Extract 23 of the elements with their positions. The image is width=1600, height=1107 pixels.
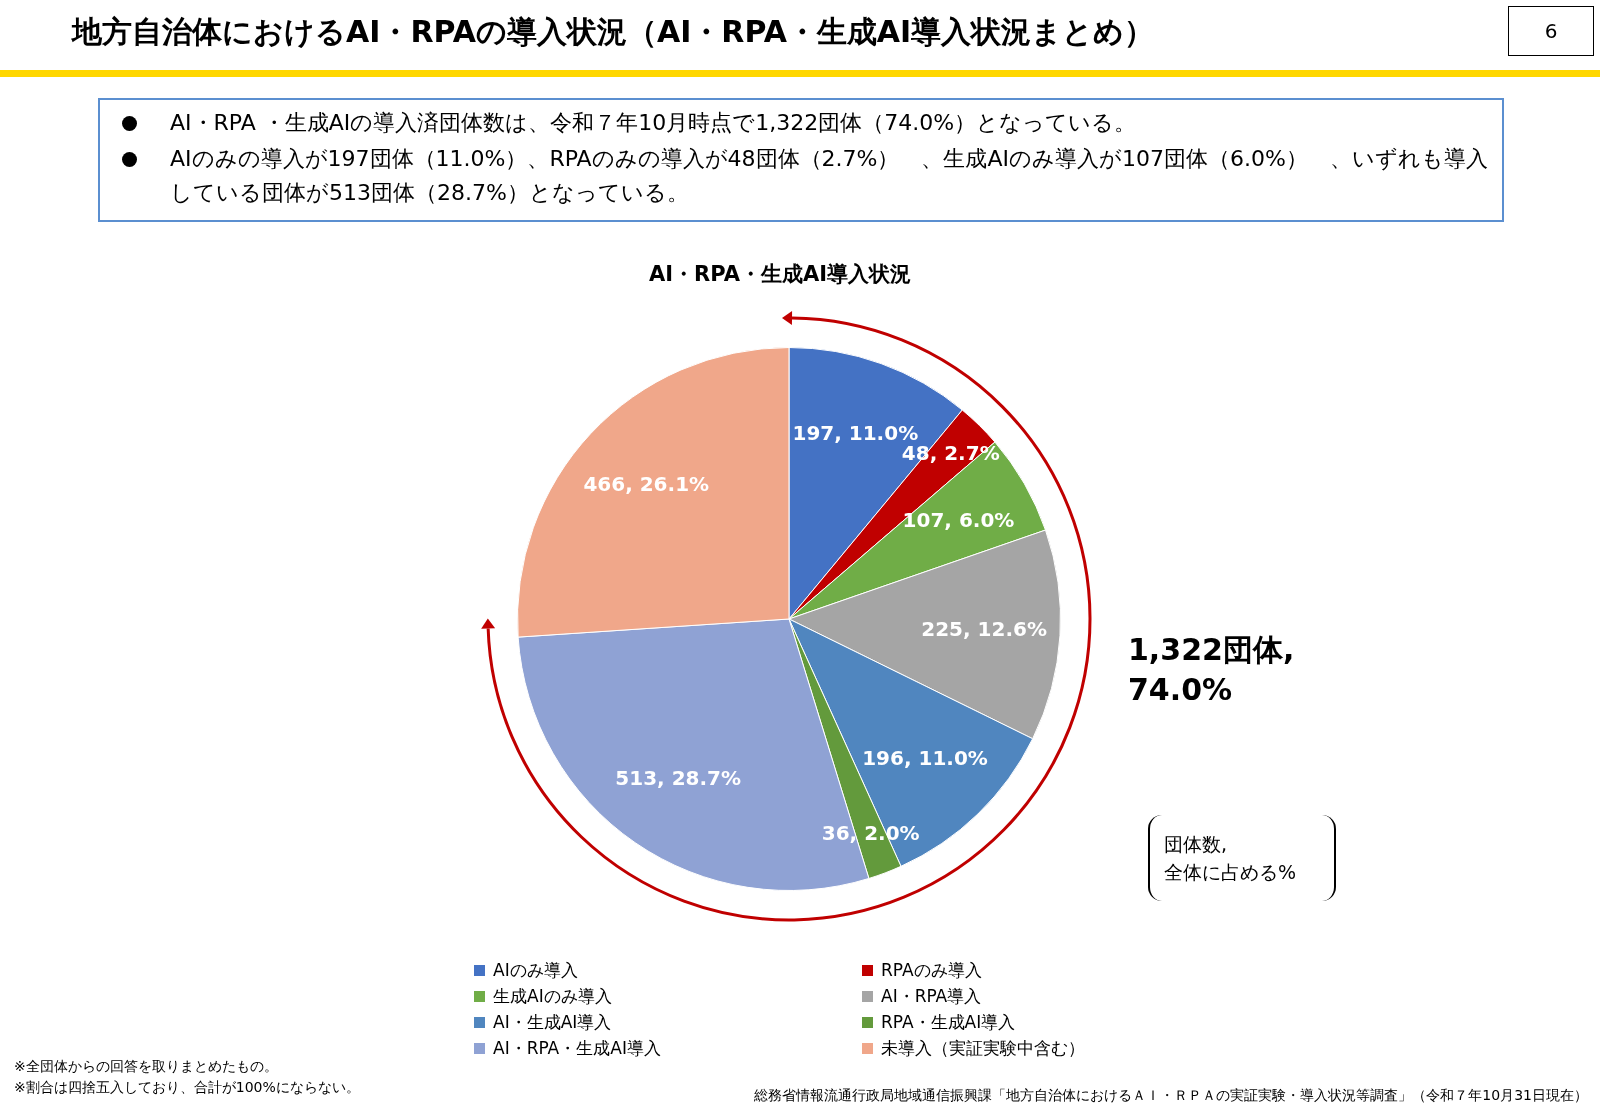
legend-label: 未導入（実証実験中含む） [880, 1036, 1086, 1060]
text: 1,322団体, 74.0% [1128, 631, 1295, 709]
legend-label: RPA・生成AI導入 [880, 1010, 1017, 1034]
text-frame: AI・RPA ・生成AIの導入済団体数は、令和７年10月時点で1,322団体（74.0%）となっている。 AIのみの導入が197団体（11.0%）、RPAのみの導入が48団体（2.7%） 、生成AIのみ導入が107団体（6.0%） 、いずれも導入している団体が513団体（28.7%）となっている。 [98, 98, 1504, 222]
parenthesis-frame: 団体数, 全体に占める% [1148, 815, 1336, 901]
legend-label: RPAのみ導入 [880, 958, 983, 982]
chart-subtitle: AI・RPA・生成AI導入状況 [648, 261, 912, 288]
legend-label: 生成AIのみ導入 [492, 984, 613, 1008]
data-label: 196, 11.0% [862, 745, 988, 770]
text: ※割合は四捨五入しており、合計が100%にならない。 [14, 1079, 360, 1097]
legend-label: AI・生成AI導入 [492, 1010, 613, 1034]
legend-label: AI・RPA・生成AI導入 [492, 1036, 662, 1060]
text: 6 [1508, 6, 1594, 56]
data-label: 466, 26.1% [583, 471, 710, 496]
data-label: 513, 28.7% [615, 766, 742, 791]
text: 総務省情報流通行政局地域通信振興課「地方自治体におけるＡＩ・ＲＰＡの実証実験・導入状況等調査」（令和７年10月31日現在） [754, 1087, 1588, 1105]
data-label: 225, 12.6% [921, 617, 1047, 642]
legend-label: AI・RPA導入 [880, 984, 983, 1008]
chart-title: 地方自治体におけるAI・RPAの導入状況（AI・RPA・生成AI導入状況まとめ） [72, 13, 1155, 51]
data-label: 197, 11.0% [792, 421, 919, 446]
legend-label: AIのみ導入 [492, 958, 579, 982]
data-label: 107, 6.0% [902, 507, 1015, 532]
text: ※全団体からの回答を取りまとめたもの。 [14, 1058, 278, 1076]
